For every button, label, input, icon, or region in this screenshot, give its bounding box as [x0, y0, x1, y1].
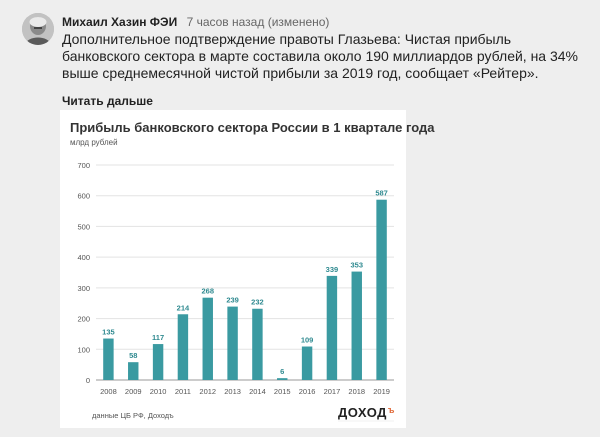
- bar: [351, 271, 362, 380]
- data-label: 117: [152, 333, 164, 342]
- x-tick-label: 2014: [249, 387, 266, 396]
- y-tick-label: 300: [77, 284, 90, 293]
- chart-subtitle: млрд рублей: [70, 138, 118, 147]
- x-tick-label: 2010: [150, 387, 167, 396]
- chart-title: Прибыль банковского сектора России в 1 к…: [70, 120, 435, 135]
- x-tick-label: 2018: [348, 387, 365, 396]
- bar: [301, 346, 313, 380]
- bar: [326, 275, 338, 380]
- bar: [128, 362, 139, 380]
- bar: [152, 344, 164, 380]
- y-tick-label: 200: [77, 315, 90, 324]
- chart-source: данные ЦБ РФ, Доходъ: [92, 411, 174, 420]
- y-tick-label: 500: [77, 222, 90, 231]
- x-tick-label: 2008: [100, 387, 117, 396]
- bar: [227, 306, 238, 380]
- y-tick-label: 0: [86, 376, 90, 385]
- data-label: 6: [280, 367, 284, 376]
- post-header: Михаил Хазин ФЭИ 7 часов назад (изменено…: [62, 14, 329, 30]
- author-avatar[interactable]: [22, 13, 54, 45]
- data-label: 58: [129, 351, 137, 360]
- x-tick-label: 2015: [274, 387, 291, 396]
- bar: [103, 338, 114, 380]
- bar: [202, 297, 213, 380]
- data-label: 109: [301, 336, 314, 345]
- data-label: 135: [102, 328, 115, 337]
- data-label: 214: [177, 303, 190, 312]
- x-tick-label: 2009: [125, 387, 142, 396]
- author-name[interactable]: Михаил Хазин ФЭИ: [62, 15, 178, 29]
- x-tick-label: 2019: [373, 387, 390, 396]
- x-tick-label: 2012: [199, 387, 216, 396]
- brand-mark: ъ: [387, 405, 395, 415]
- y-tick-label: 700: [77, 161, 90, 170]
- bar: [252, 308, 263, 380]
- bar: [376, 199, 387, 380]
- chart-card[interactable]: 0 100 200 300 400 500 600 700 135 2008 58 2009 117 20…: [60, 110, 434, 428]
- data-label: 268: [201, 287, 214, 296]
- y-tick-label: 400: [77, 253, 90, 262]
- x-tick-label: 2013: [224, 387, 241, 396]
- bar: [177, 314, 189, 380]
- post-timestamp[interactable]: 7 часов назад (изменено): [186, 15, 330, 29]
- x-tick-label: 2017: [324, 387, 341, 396]
- brand-logo: ДОХОДъ: [338, 405, 395, 420]
- data-label: 232: [251, 298, 264, 307]
- bar: [277, 378, 288, 380]
- data-label: 339: [326, 265, 339, 274]
- y-tick-label: 100: [77, 345, 90, 354]
- data-label: 239: [226, 296, 239, 305]
- avatar-photo-icon: [22, 13, 54, 45]
- x-tick-label: 2016: [299, 387, 316, 396]
- x-tick-label: 2011: [175, 387, 191, 396]
- read-more-link[interactable]: Читать дальше: [62, 94, 153, 108]
- data-label: 353: [350, 261, 363, 270]
- brand-name: ДОХОД: [338, 405, 387, 420]
- data-label: 587: [375, 189, 388, 198]
- bar-chart: 0 100 200 300 400 500 600 700 135 2008 58 2009 117 20…: [77, 161, 394, 422]
- post-text: Дополнительное подтверждение правоты Гла…: [62, 31, 579, 81]
- y-tick-label: 600: [77, 192, 90, 201]
